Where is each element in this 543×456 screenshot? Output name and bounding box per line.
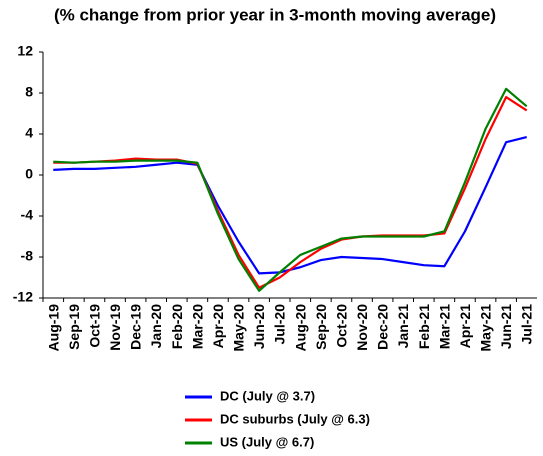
x-tick-label: Jun-21 [498, 304, 514, 349]
x-tick-label: Jun-20 [251, 304, 267, 349]
x-tick-label: May-20 [231, 304, 247, 352]
x-tick-label: Jul-20 [272, 304, 288, 345]
x-tick-label: Aug-19 [45, 304, 61, 352]
x-tick-label: Sep-19 [66, 304, 82, 350]
x-tick-label: Dec-20 [375, 304, 391, 350]
x-tick-label: May-21 [478, 304, 494, 352]
x-tick-label: Apr-20 [210, 304, 226, 349]
x-tick-label: Jul-21 [519, 304, 535, 345]
series-line [53, 87, 528, 292]
x-tick-label: Nov-20 [354, 304, 370, 351]
y-tick-label: -4 [21, 207, 34, 223]
chart-title: (% change from prior year in 3-month mov… [54, 5, 496, 24]
legend-label: DC suburbs (July @ 6.3) [220, 411, 370, 426]
x-tick-label: Nov-19 [107, 304, 123, 351]
y-tick-label: -12 [13, 289, 33, 305]
x-tick-label: Aug-20 [292, 304, 308, 352]
x-tick-label: Sep-20 [313, 304, 329, 350]
y-tick-label: 8 [25, 84, 33, 100]
y-tick-label: 4 [25, 125, 33, 141]
x-tick-label: Mar-20 [189, 304, 205, 349]
legend-label: US (July @ 6.7) [220, 434, 314, 449]
x-tick-label: Jan-21 [395, 304, 411, 349]
x-tick-label: Jan-20 [148, 304, 164, 349]
y-tick-label: 12 [17, 43, 33, 59]
x-tick-label: Dec-19 [128, 304, 144, 350]
x-tick-label: Oct-19 [86, 304, 102, 348]
x-tick-label: Oct-20 [333, 304, 349, 348]
y-tick-label: 0 [25, 166, 33, 182]
x-tick-label: Feb-21 [416, 304, 432, 349]
legend-label: DC (July @ 3.7) [220, 388, 315, 403]
x-tick-label: Apr-21 [457, 304, 473, 349]
x-tick-label: Feb-20 [169, 304, 185, 349]
series-line [53, 95, 528, 289]
x-tick-label: Mar-21 [436, 304, 452, 349]
y-tick-label: -8 [21, 248, 34, 264]
